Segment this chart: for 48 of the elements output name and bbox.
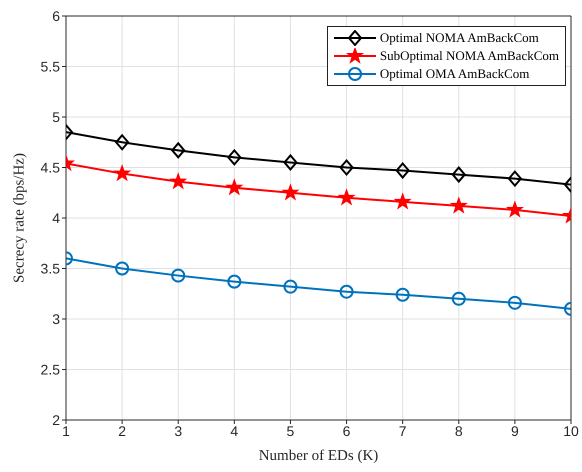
point	[115, 262, 130, 276]
point	[283, 280, 298, 294]
y-tick-label: 5	[52, 108, 60, 125]
point	[171, 142, 186, 158]
y-tick-label: 4	[52, 210, 60, 226]
point	[394, 193, 411, 209]
point	[282, 184, 299, 200]
y-tick-label: 3	[52, 310, 60, 327]
x-axis-title: Number of EDs (K)	[258, 448, 378, 464]
point	[227, 149, 242, 166]
point	[452, 292, 466, 306]
point	[283, 154, 298, 170]
point	[508, 170, 522, 187]
point	[452, 166, 466, 183]
x-tick-label: 4	[230, 422, 238, 439]
point	[340, 284, 354, 299]
point	[450, 197, 467, 213]
y-tick-label: 3.5	[40, 260, 60, 276]
y-tick-label: 2.5	[40, 361, 60, 378]
x-tick-label: 7	[398, 422, 407, 439]
point	[226, 179, 242, 195]
y-axis-title: Secrecy rate (bps/Hz)	[11, 153, 28, 283]
legend-label: Optimal NOMA AmBackCom	[380, 29, 539, 47]
y-tick-label: 2	[52, 412, 60, 428]
x-tick-label: 5	[286, 422, 295, 439]
point	[227, 274, 242, 289]
x-tick-label: 1	[62, 422, 70, 439]
y-tick-label: 6	[52, 8, 60, 24]
y-tick-label: 5.5	[40, 58, 60, 74]
x-tick-label: 10	[563, 422, 579, 439]
legend-label: Optimal OMA AmBackCom	[380, 65, 530, 83]
x-tick-label: 9	[510, 422, 519, 439]
point	[171, 268, 186, 283]
x-tick-label: 8	[454, 422, 463, 439]
y-tick-label: 4.5	[40, 159, 60, 176]
point	[114, 165, 130, 181]
point	[340, 160, 354, 176]
x-tick-label: 3	[174, 422, 182, 439]
point	[115, 134, 130, 150]
legend-label: SubOptimal NOMA AmBackCom	[380, 47, 559, 65]
point	[338, 189, 355, 205]
x-tick-label: 6	[342, 422, 351, 439]
point	[396, 162, 410, 179]
point	[170, 173, 186, 189]
point	[506, 201, 523, 217]
x-tick-label: 2	[118, 422, 126, 439]
point	[508, 296, 522, 310]
point	[396, 288, 410, 302]
